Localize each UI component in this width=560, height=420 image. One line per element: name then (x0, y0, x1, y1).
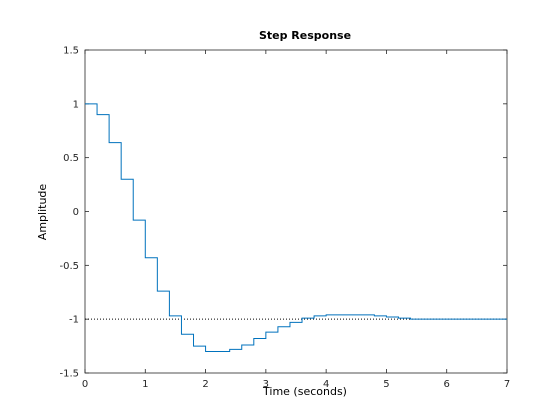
y-tick-label: -1.5 (59, 369, 79, 380)
y-tick-label: 1 (73, 99, 79, 110)
x-tick-label: 0 (82, 379, 88, 390)
axes-box (84, 49, 508, 374)
step-response-series (85, 103, 507, 352)
x-tick-label: 6 (444, 379, 450, 390)
x-tick-label: 7 (504, 379, 510, 390)
x-tick-label: 5 (383, 379, 389, 390)
chart-title: Step Response (259, 29, 351, 42)
x-tick-label: 2 (202, 379, 208, 390)
x-axis-label: Time (seconds) (262, 385, 347, 398)
y-tick-label: 1.5 (63, 46, 79, 57)
plot-layer: 0 1 2 3 4 5 6 7 -1.5 -1 -0.5 0 0.5 1 1.5 (59, 46, 510, 391)
x-tick-label: 3 (263, 379, 269, 390)
y-tick-label: 0 (73, 207, 79, 218)
x-tick-label: 1 (142, 379, 148, 390)
x-tick-label: 4 (323, 379, 329, 390)
y-tick-label: -1 (69, 315, 79, 326)
y-axis-label: Amplitude (36, 184, 49, 241)
y-tick-label: -0.5 (59, 261, 79, 272)
y-tick-label: 0.5 (63, 153, 79, 164)
